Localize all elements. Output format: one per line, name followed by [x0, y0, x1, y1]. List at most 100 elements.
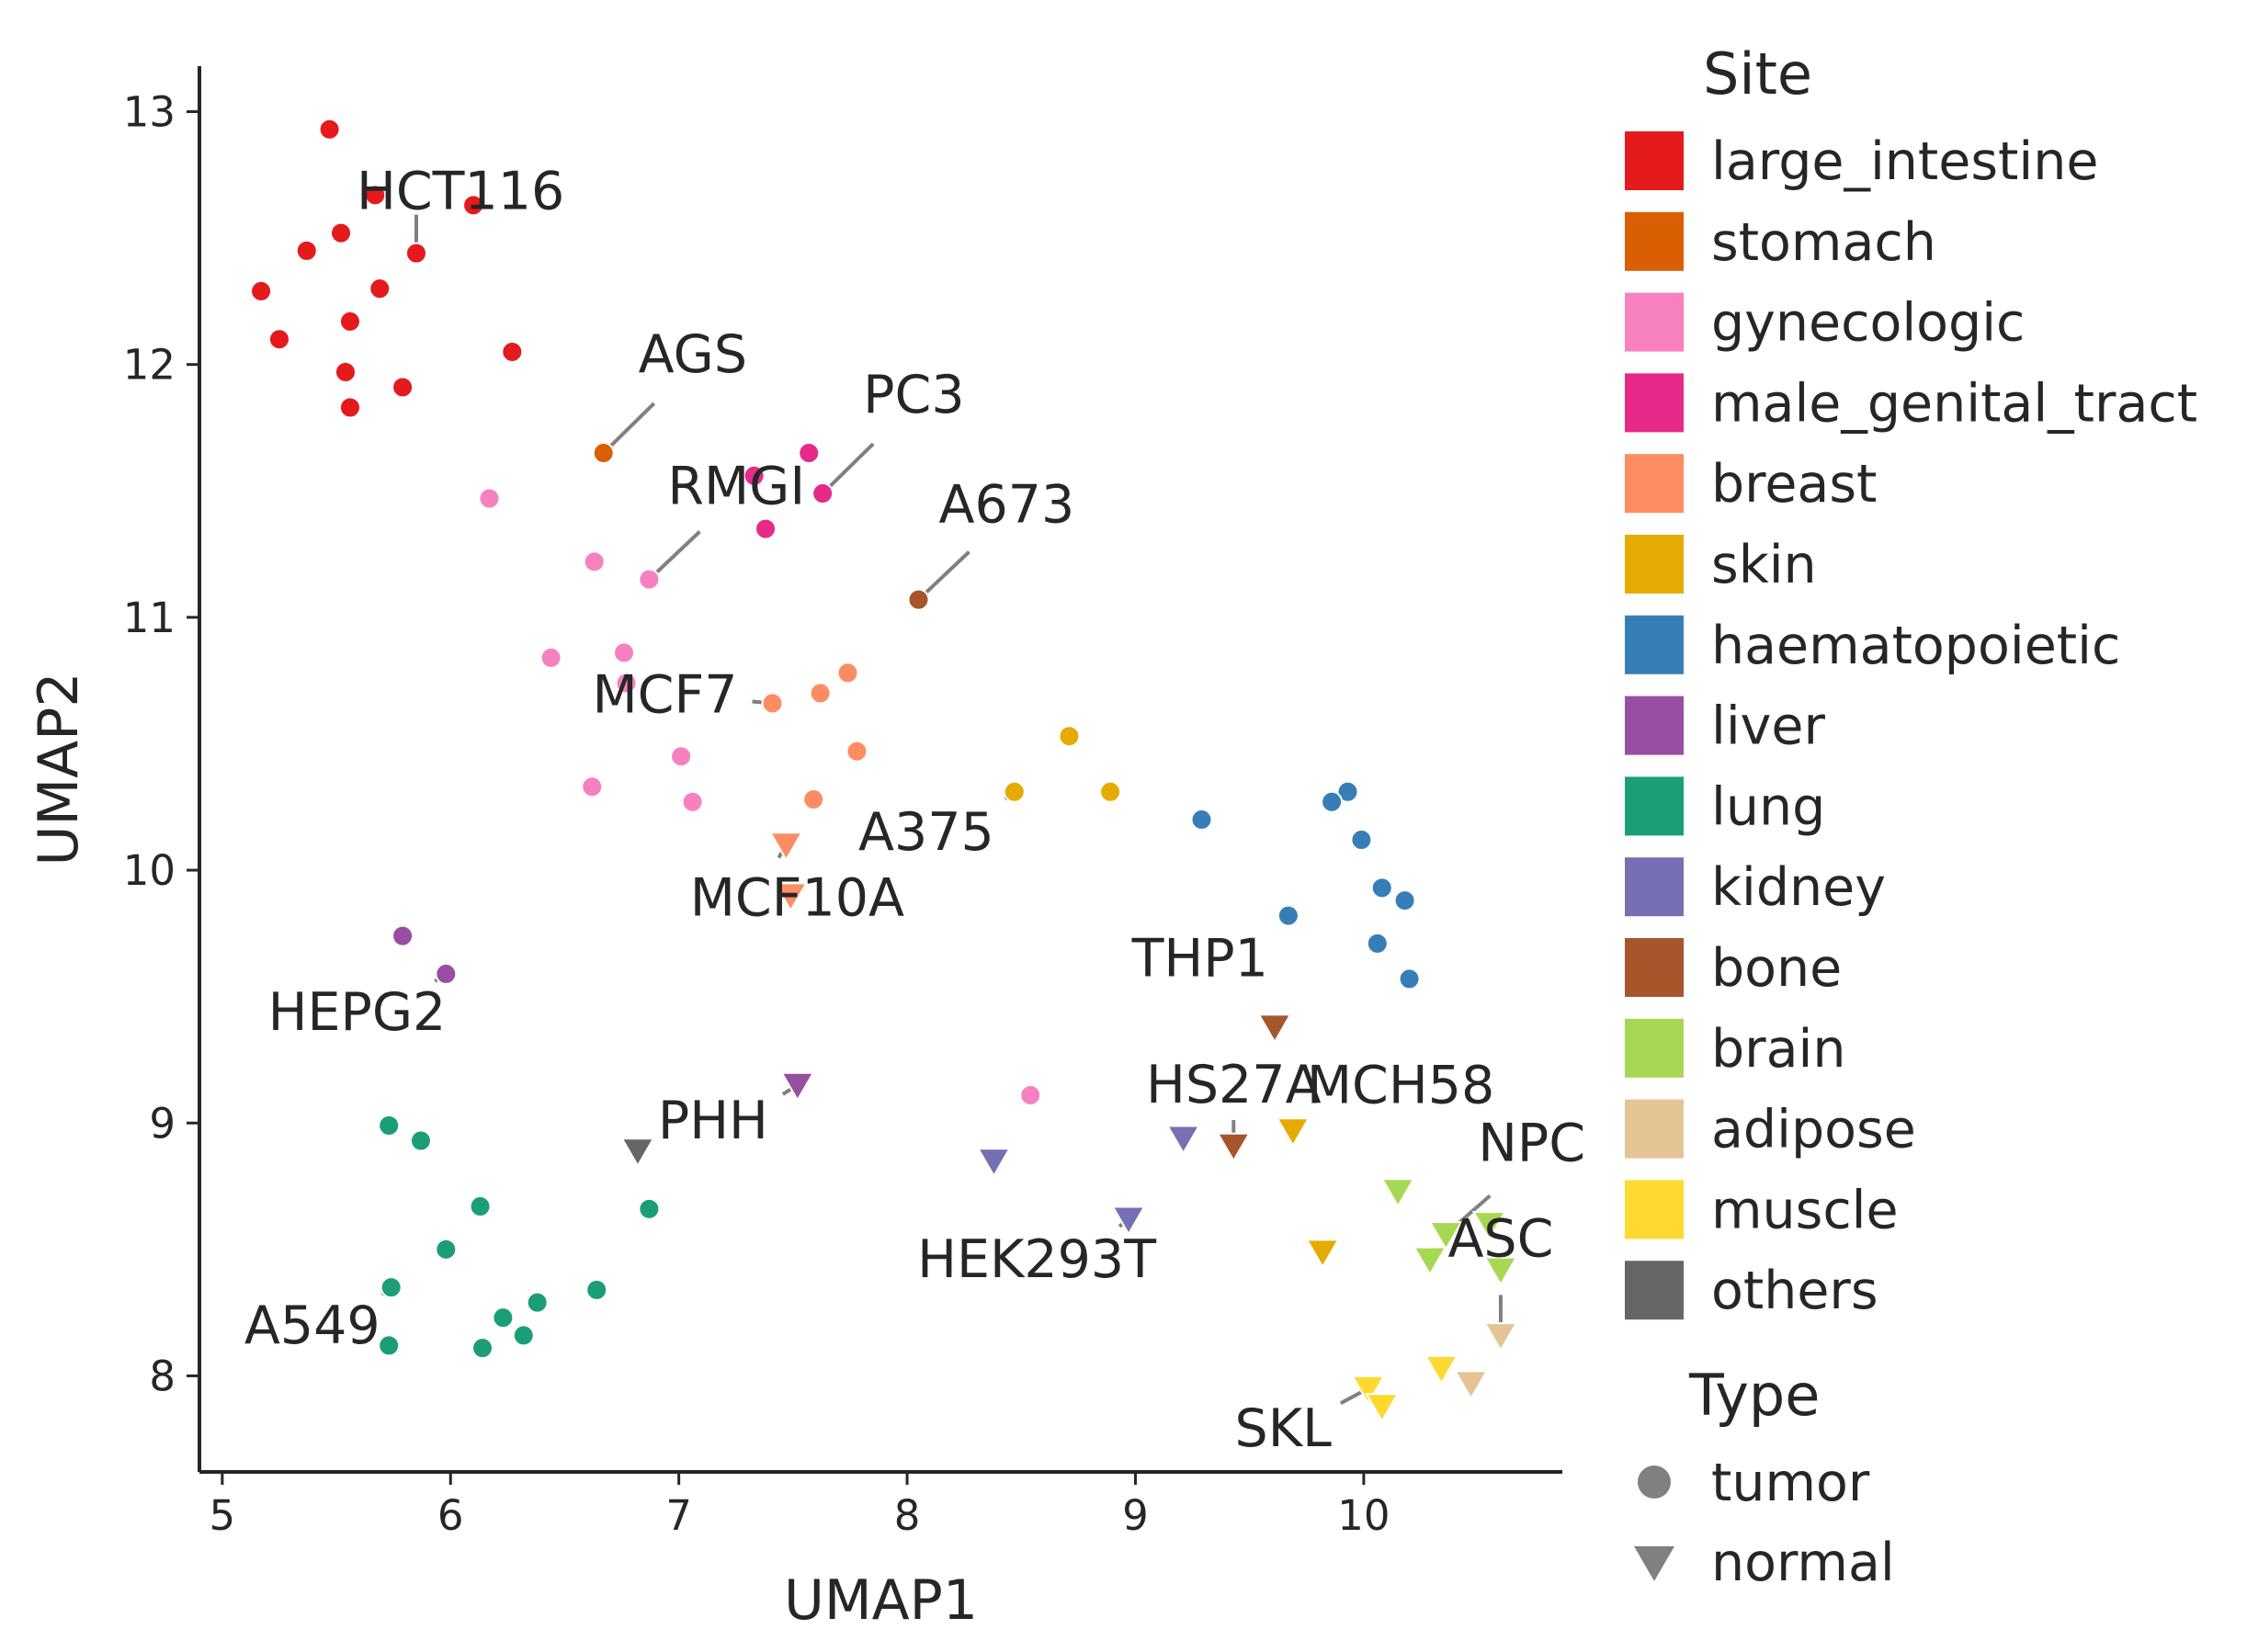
legend-label-haematopoietic: haematopoietic: [1711, 616, 2120, 676]
point-gynecologic-tumor: [581, 775, 604, 798]
annotation-label: PHH: [658, 1091, 768, 1151]
point-breast-tumor: [836, 662, 859, 685]
point-large_intestine-tumor: [295, 239, 318, 262]
legend-swatch-stomach: [1625, 211, 1684, 271]
legend-label-male_genital_tract: male_genital_tract: [1711, 373, 2197, 434]
legend-swatch-kidney: [1625, 857, 1684, 917]
point-large_intestine-tumor: [334, 360, 357, 383]
point-large_intestine-tumor: [318, 118, 341, 141]
point-lung-tumor: [638, 1197, 661, 1220]
point-gynecologic-tumor: [1019, 1083, 1042, 1106]
point-breast-tumor: [802, 788, 825, 811]
point-kidney-normal: [1165, 1125, 1201, 1155]
point-haematopoietic-tumor: [1393, 889, 1416, 912]
point-gynecologic-tumor: [613, 641, 636, 664]
point-male_genital_tract-tumor: [798, 442, 821, 465]
point-large_intestine-tumor: [369, 277, 392, 300]
x-tick-label: 10: [1337, 1491, 1390, 1540]
legend-swatch-adipose: [1625, 1099, 1684, 1159]
point-lung-tumor: [409, 1129, 432, 1152]
legend-label-normal: normal: [1711, 1533, 1895, 1593]
point-large_intestine-tumor: [501, 340, 524, 363]
point-muscle-normal: [1424, 1354, 1459, 1386]
point-large_intestine-tumor: [392, 376, 414, 399]
point-others-normal: [620, 1137, 655, 1168]
point-haematopoietic-tumor: [1398, 967, 1421, 990]
annotation-label: A673: [938, 475, 1074, 536]
legend-label-others: others: [1711, 1261, 1878, 1321]
point-brain-normal: [1483, 1256, 1518, 1287]
point-skin-tumor: [1058, 725, 1081, 748]
legend-site-title: Site: [1703, 40, 1812, 107]
x-axis-title: UMAP1: [784, 1568, 978, 1633]
point-bone-normal: [1216, 1132, 1252, 1163]
x-tick-label: 8: [894, 1491, 921, 1540]
legend-label-breast: breast: [1711, 454, 1877, 515]
legend-label-gynecologic: gynecologic: [1711, 293, 2025, 354]
x-tick-label: 5: [210, 1491, 236, 1540]
legend-swatch-male_genital_tract: [1625, 373, 1684, 433]
point-gynecologic-tumor: [478, 487, 501, 510]
y-tick-label: 9: [149, 1099, 176, 1148]
point-large_intestine-tumor: [338, 310, 361, 333]
annotation-label: ASC: [1447, 1208, 1553, 1269]
point-large_intestine-tumor: [250, 279, 273, 302]
point-male_genital_tract-tumor: [743, 464, 766, 487]
point-gynecologic-tumor: [539, 646, 562, 669]
annotation-label: HCT116: [357, 162, 564, 222]
axes: [198, 66, 1562, 1474]
point-gynecologic-tumor: [681, 790, 704, 813]
point-haematopoietic-tumor: [1336, 780, 1359, 803]
y-tick-label: 10: [123, 846, 176, 895]
point-haematopoietic-tumor: [1321, 790, 1344, 813]
legend-swatch-skin: [1625, 535, 1684, 594]
point-lung-tumor: [378, 1115, 401, 1137]
point-muscle-normal: [1351, 1375, 1386, 1406]
point-breast-normal: [768, 832, 804, 862]
legend-swatch-large_intestine: [1625, 131, 1684, 190]
point-lung-tumor: [471, 1337, 494, 1360]
point-skin-tumor: [1003, 780, 1026, 803]
annotation-label: RMGI: [667, 457, 805, 517]
point-male_genital_tract-tumor: [755, 517, 777, 540]
point-large_intestine-tumor: [364, 184, 387, 207]
point-gynecologic-tumor: [583, 550, 606, 573]
annotation-label: A549: [244, 1296, 380, 1356]
legend-label-stomach: stomach: [1711, 212, 1936, 273]
legend-label-kidney: kidney: [1711, 857, 1886, 918]
point-large_intestine-tumor: [330, 221, 353, 244]
point-lung-tumor: [380, 1276, 403, 1299]
legend-swatch-bone: [1625, 938, 1684, 997]
legend-type-title: Type: [1688, 1362, 1820, 1429]
point-large_intestine-tumor: [338, 396, 361, 419]
point-haematopoietic-tumor: [1366, 932, 1389, 955]
point-haematopoietic-tumor: [1277, 904, 1299, 927]
legend-swatch-gynecologic: [1625, 292, 1684, 352]
legend-label-lung: lung: [1711, 776, 1825, 837]
annotation-label: A375: [858, 802, 994, 863]
annotation-leader-line: [602, 402, 656, 455]
legend-swatch-muscle: [1625, 1180, 1684, 1239]
point-brain-normal: [1428, 1221, 1464, 1251]
legend-label-tumor: tumor: [1711, 1453, 1870, 1513]
annotation-label: MCF7: [592, 664, 737, 725]
legend-label-adipose: adipose: [1711, 1100, 1916, 1160]
ticks: 5 6 7 8 9 10 8 9 10 11 12 13: [123, 88, 1390, 1540]
point-lung-tumor: [585, 1278, 608, 1301]
point-haematopoietic-tumor: [1190, 809, 1213, 832]
point-lung-tumor: [492, 1307, 515, 1330]
annotation-label: THP1: [1131, 929, 1268, 990]
annotation-label: MCF10A: [690, 868, 904, 929]
point-lung-tumor: [526, 1291, 549, 1314]
point-male_genital_tract-tumor: [811, 482, 834, 505]
point-large_intestine-tumor: [267, 328, 290, 351]
annotation-label: NPC: [1478, 1113, 1585, 1173]
point-kidney-normal: [1111, 1205, 1146, 1236]
point-large_intestine-tumor: [462, 194, 485, 217]
legend-label-skin: skin: [1711, 535, 1817, 595]
x-tick-label: 6: [437, 1491, 464, 1540]
point-lung-tumor: [469, 1195, 492, 1218]
annotation-label: SKL: [1235, 1398, 1333, 1459]
